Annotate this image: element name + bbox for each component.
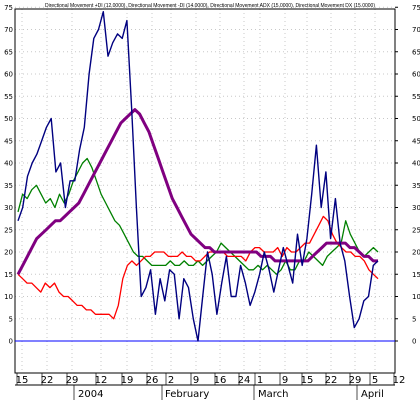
y-tick-label-right: 0 [412, 338, 416, 346]
y-tick-label-right: 20 [412, 249, 420, 257]
y-tick-label-right: 50 [412, 115, 420, 123]
x-tick-label: 9 [282, 375, 288, 386]
plot-frame [14, 8, 396, 374]
y-tick-label-right: 10 [412, 293, 420, 301]
y-axis-right: 0 5 10 15 20 25 30 35 40 45 50 55 60 65 70 75 [395, 4, 420, 346]
y-tick-label-right: 15 [412, 271, 420, 279]
x-tick-label: 2 [168, 375, 174, 386]
y-tick-label-left: 70 [4, 26, 13, 34]
x-tick-label: 19 [121, 375, 134, 386]
series-line-2 [17, 215, 379, 320]
x-tick-label: 24 [238, 375, 251, 386]
y-tick-label-right: 55 [412, 93, 420, 101]
x-tick-label: 26 [146, 375, 159, 386]
y-tick-label-right: 75 [412, 4, 420, 12]
y-tick-label-right: 65 [412, 48, 420, 56]
y-tick-label-right: 40 [412, 160, 420, 168]
y-tick-label-left: 35 [4, 182, 13, 190]
x-month-label: March [258, 389, 288, 400]
grid [15, 6, 395, 373]
y-tick-label-right: 5 [412, 315, 416, 323]
y-tick-label-right: 25 [412, 226, 420, 234]
y-tick-label-left: 65 [4, 48, 13, 56]
y-tick-label-left: 5 [9, 315, 13, 323]
x-month-label: 2004 [78, 389, 103, 400]
x-month-label: April [361, 389, 384, 400]
y-tick-label-left: 15 [4, 271, 13, 279]
y-tick-label-left: 50 [4, 115, 13, 123]
y-tick-label-right: 35 [412, 182, 420, 190]
x-tick-label: 22 [325, 375, 338, 386]
y-tick-label-left: 25 [4, 226, 13, 234]
y-tick-label-left: 45 [4, 137, 13, 145]
x-month-label: February [165, 389, 209, 400]
x-tick-label: 22 [41, 375, 54, 386]
series-line-4 [17, 10, 379, 342]
x-tick-label: 15 [16, 375, 29, 386]
x-tick-label: 12 [393, 375, 406, 386]
y-tick-label-right: 45 [412, 137, 420, 145]
y-tick-label-left: 40 [4, 160, 13, 168]
x-tick-label: 29 [349, 375, 362, 386]
series-layer [16, 10, 379, 342]
series-line-3 [16, 108, 378, 276]
x-tick-label: 5 [372, 375, 378, 386]
y-axis-left: 0 5 10 15 20 25 30 35 40 45 50 55 60 65 70 75 [4, 4, 13, 346]
x-tick-label: 29 [66, 375, 79, 386]
x-tick-label: 9 [193, 375, 199, 386]
y-tick-label-left: 0 [9, 338, 13, 346]
y-tick-label-left: 60 [4, 71, 13, 79]
y-tick-label-left: 10 [4, 293, 13, 301]
x-tick-label: 12 [95, 375, 108, 386]
y-tick-label-left: 30 [4, 204, 13, 212]
y-tick-label-right: 60 [412, 71, 420, 79]
y-tick-label-right: 70 [412, 26, 420, 34]
y-tick-label-left: 75 [4, 4, 13, 12]
x-tick-label: 1 [257, 375, 263, 386]
x-tick-label: 15 [301, 375, 314, 386]
y-tick-label-right: 30 [412, 204, 420, 212]
chart-title: Directional Movement +DI (12.0000), Dire… [45, 3, 375, 9]
x-tick-label: 16 [214, 375, 227, 386]
y-tick-label-left: 20 [4, 249, 13, 257]
y-tick-label-left: 55 [4, 93, 13, 101]
